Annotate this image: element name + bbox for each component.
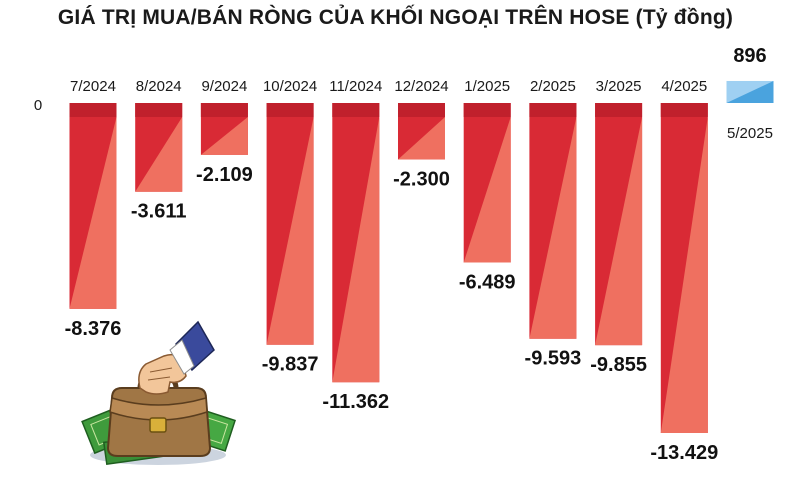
zero-label: 0 (34, 97, 42, 114)
value-label: -2.109 (196, 164, 253, 186)
value-label: -9.593 (525, 348, 582, 370)
category-label: 11/2024 (329, 78, 382, 95)
value-label: -13.429 (650, 442, 718, 464)
value-label: -9.855 (590, 354, 647, 376)
bar-9-2024 (200, 103, 248, 155)
category-label: 8/2024 (136, 78, 182, 95)
bar-2-2025 (529, 103, 577, 339)
bar-7-2024 (69, 103, 117, 309)
bar-8-2024 (135, 103, 183, 192)
category-label: 1/2025 (464, 78, 510, 95)
value-label: -8.376 (65, 318, 122, 340)
chart-title: GIÁ TRỊ MUA/BÁN RÒNG CỦA KHỐI NGOẠI TRÊN… (57, 6, 734, 29)
category-label: 5/2025 (727, 125, 773, 142)
value-label: -11.362 (322, 391, 389, 413)
briefcase-money-icon (81, 320, 236, 466)
value-label: 896 (733, 45, 766, 67)
bar-3-2025 (595, 103, 643, 346)
category-label: 7/2024 (70, 78, 116, 95)
category-label: 12/2024 (394, 78, 448, 95)
category-label: 10/2024 (263, 78, 317, 95)
category-label: 4/2025 (661, 78, 707, 95)
bar-11-2024 (332, 103, 380, 383)
value-label: -3.611 (131, 201, 187, 223)
bar-10-2024 (266, 103, 314, 345)
value-label: -9.837 (262, 354, 319, 376)
value-label: -2.300 (393, 169, 450, 191)
bar-12-2024 (398, 103, 445, 160)
category-label: 3/2025 (596, 78, 642, 95)
bar-5-2025 (726, 80, 774, 103)
category-label: 9/2024 (201, 78, 247, 95)
value-label: -6.489 (459, 271, 516, 293)
category-label: 2/2025 (530, 78, 576, 95)
bar-1-2025 (463, 103, 511, 263)
bar-4-2025 (660, 103, 708, 433)
